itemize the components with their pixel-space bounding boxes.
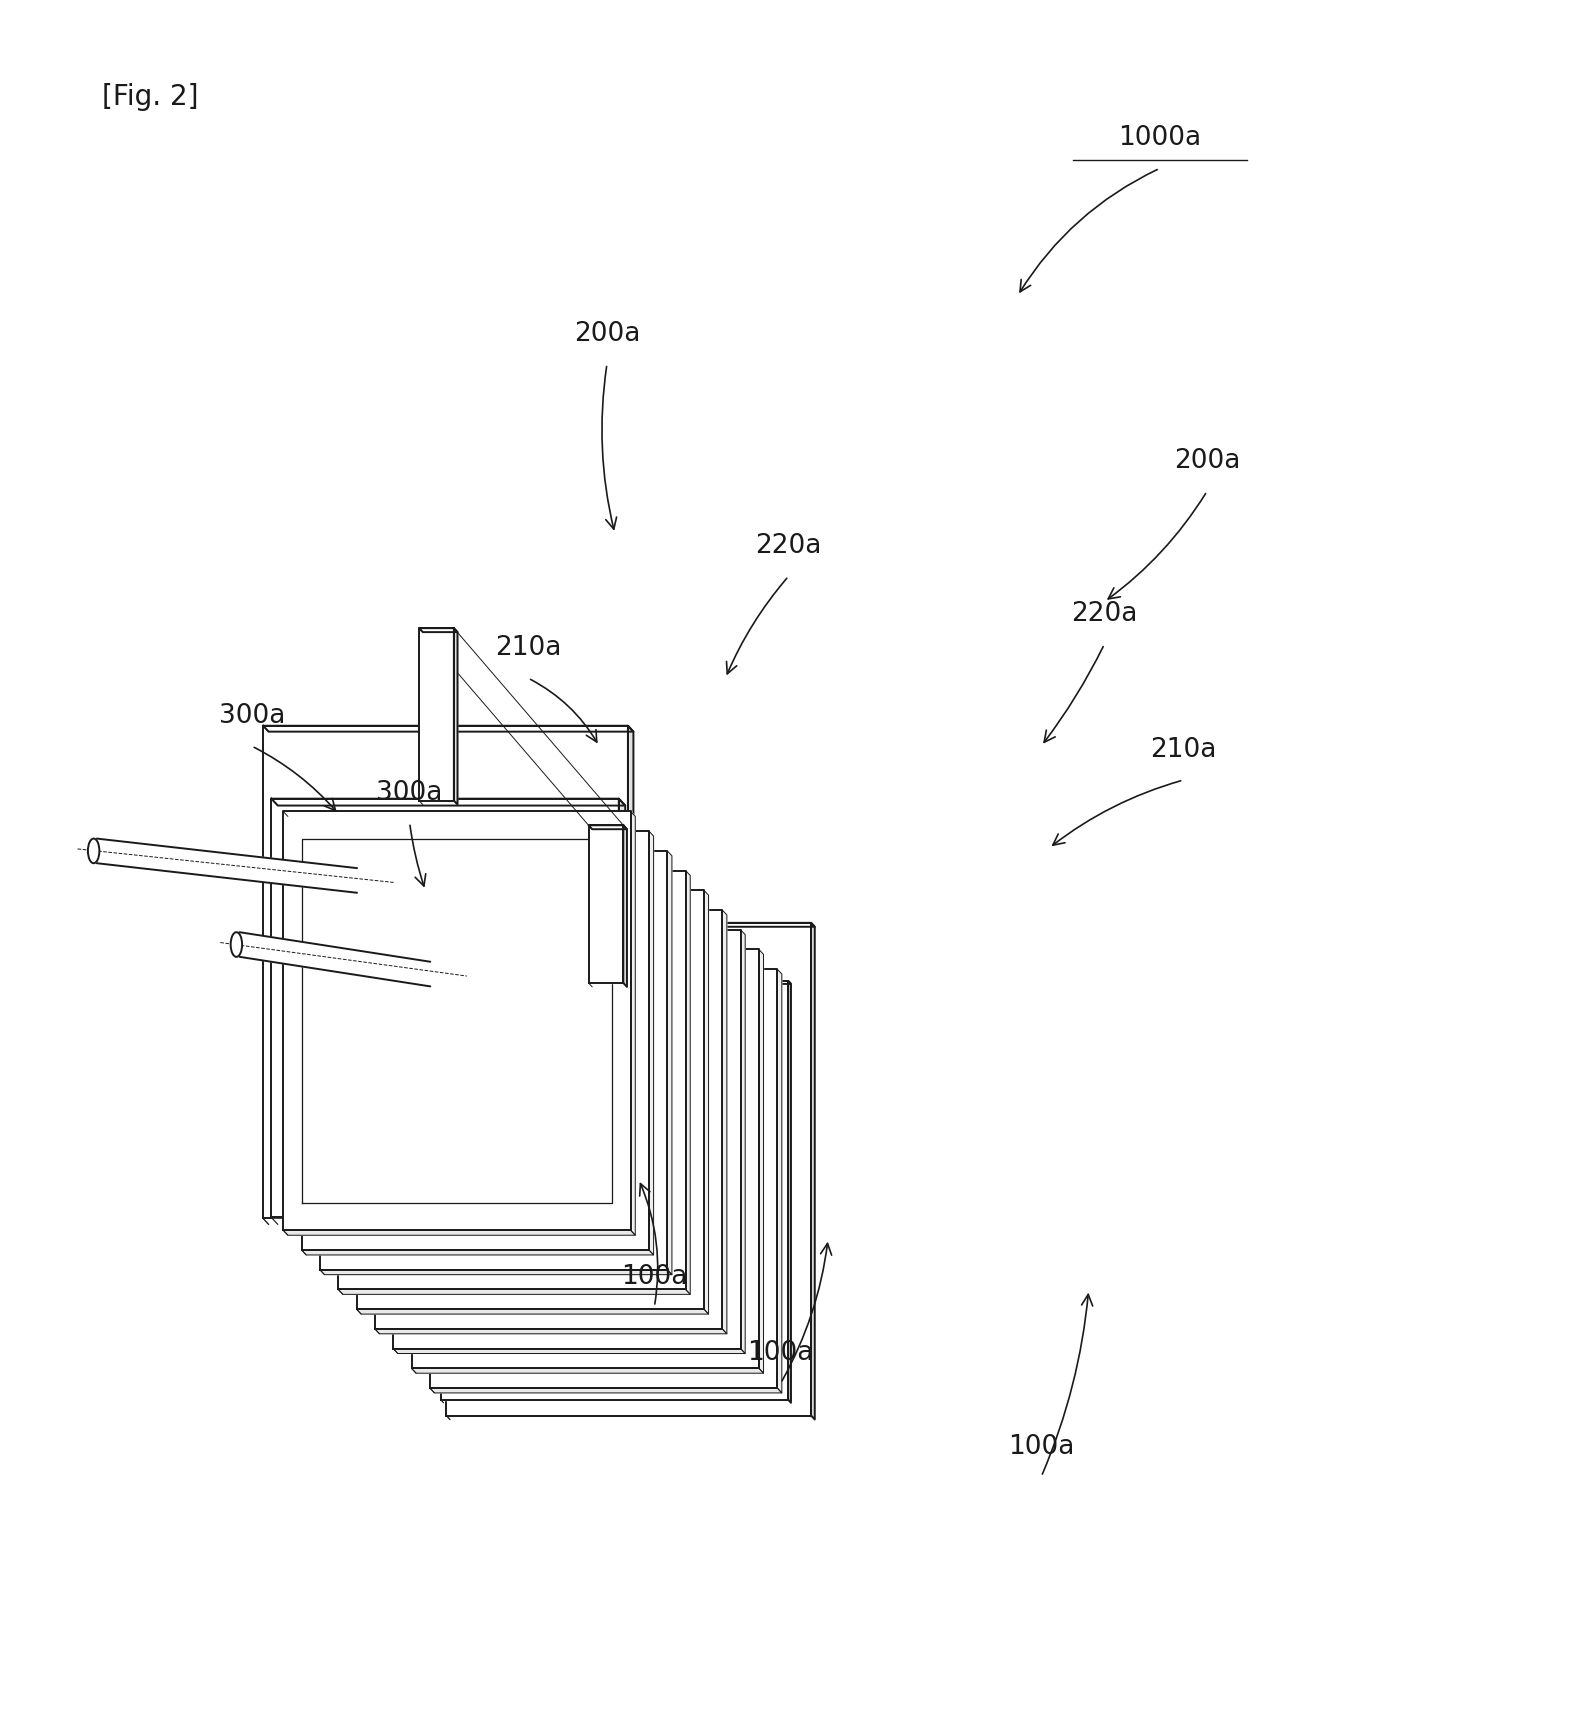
Polygon shape [667, 851, 672, 1274]
Polygon shape [413, 958, 722, 1321]
Polygon shape [685, 870, 690, 1295]
Polygon shape [623, 826, 628, 987]
FancyArrowPatch shape [602, 367, 616, 529]
Polygon shape [460, 1007, 769, 1372]
Polygon shape [320, 1269, 672, 1274]
FancyArrowPatch shape [1043, 646, 1104, 742]
Text: 210a: 210a [495, 636, 561, 661]
FancyArrowPatch shape [726, 579, 787, 673]
Text: 200a: 200a [573, 320, 640, 346]
Polygon shape [411, 949, 758, 1369]
Polygon shape [357, 1309, 709, 1314]
Polygon shape [263, 726, 634, 731]
Polygon shape [301, 831, 648, 1250]
Polygon shape [704, 891, 709, 1314]
Polygon shape [393, 937, 703, 1302]
Polygon shape [419, 629, 457, 632]
Text: 300a: 300a [376, 779, 443, 805]
Polygon shape [239, 932, 430, 987]
FancyArrowPatch shape [640, 1184, 658, 1304]
Ellipse shape [231, 932, 242, 958]
Text: 210a: 210a [1150, 737, 1217, 762]
FancyArrowPatch shape [782, 1244, 832, 1381]
Polygon shape [290, 826, 599, 1191]
Text: [Fig. 2]: [Fig. 2] [102, 84, 198, 111]
Polygon shape [374, 1329, 726, 1334]
Polygon shape [338, 1290, 690, 1295]
Polygon shape [393, 930, 741, 1348]
Polygon shape [618, 798, 624, 1225]
Polygon shape [419, 629, 454, 800]
Text: 300a: 300a [218, 702, 285, 730]
Polygon shape [446, 923, 814, 927]
Polygon shape [393, 1348, 746, 1353]
Text: 100a: 100a [1008, 1434, 1074, 1459]
FancyArrowPatch shape [1020, 170, 1157, 291]
Polygon shape [338, 870, 685, 1290]
Polygon shape [441, 982, 789, 1400]
Polygon shape [741, 930, 746, 1353]
Polygon shape [357, 898, 666, 1262]
Polygon shape [648, 831, 653, 1256]
Text: 220a: 220a [755, 533, 822, 558]
Polygon shape [449, 997, 758, 1360]
Polygon shape [631, 812, 636, 1235]
FancyArrowPatch shape [1053, 781, 1180, 845]
Polygon shape [628, 726, 634, 1225]
Polygon shape [320, 851, 667, 1269]
Polygon shape [97, 839, 357, 892]
Polygon shape [284, 812, 631, 1230]
Polygon shape [357, 891, 704, 1309]
Text: 1000a: 1000a [1118, 125, 1201, 151]
Polygon shape [374, 910, 722, 1329]
FancyArrowPatch shape [1109, 493, 1206, 600]
Polygon shape [811, 923, 814, 1420]
Text: 200a: 200a [1174, 449, 1241, 475]
Polygon shape [430, 970, 777, 1388]
Polygon shape [430, 1388, 782, 1393]
Polygon shape [777, 970, 782, 1393]
Polygon shape [588, 826, 623, 983]
Polygon shape [301, 1250, 653, 1256]
Ellipse shape [88, 839, 99, 863]
Text: 100a: 100a [621, 1264, 688, 1290]
Polygon shape [271, 798, 624, 805]
Polygon shape [441, 982, 792, 983]
Polygon shape [303, 839, 612, 1203]
Polygon shape [271, 798, 618, 1218]
FancyArrowPatch shape [409, 826, 425, 886]
FancyArrowPatch shape [1042, 1295, 1093, 1475]
Polygon shape [454, 629, 457, 805]
Polygon shape [722, 910, 726, 1334]
Polygon shape [430, 976, 739, 1341]
Text: 100a: 100a [747, 1340, 814, 1367]
FancyArrowPatch shape [255, 747, 336, 810]
Polygon shape [376, 918, 685, 1281]
Polygon shape [320, 858, 629, 1223]
Polygon shape [588, 826, 628, 829]
Text: 220a: 220a [1070, 601, 1137, 627]
Polygon shape [339, 879, 648, 1242]
Polygon shape [263, 726, 628, 1218]
Polygon shape [411, 1369, 763, 1374]
Polygon shape [284, 1230, 636, 1235]
Polygon shape [758, 949, 763, 1374]
Polygon shape [789, 982, 792, 1403]
FancyArrowPatch shape [530, 680, 597, 742]
Polygon shape [446, 923, 811, 1415]
